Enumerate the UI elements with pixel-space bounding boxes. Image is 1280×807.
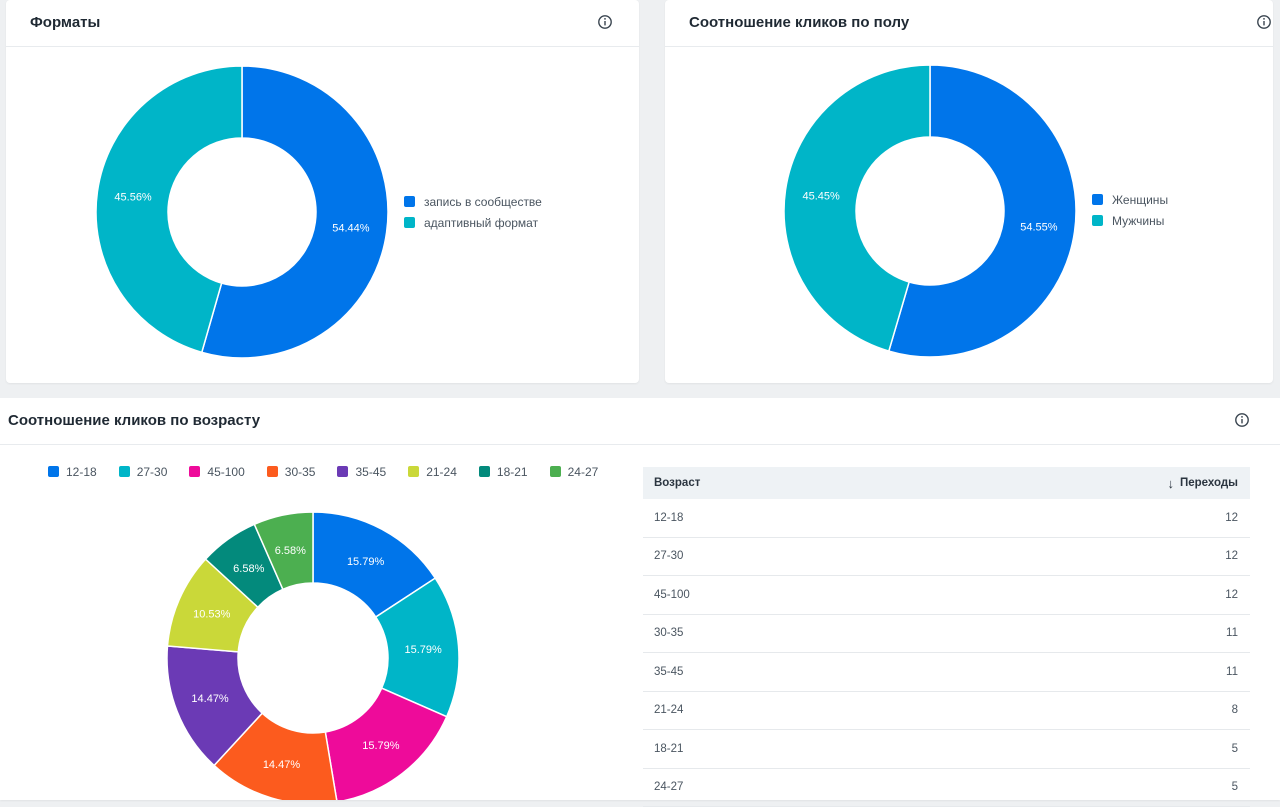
cell-clicks: 5 xyxy=(1232,743,1250,755)
legend-swatch xyxy=(404,217,415,228)
legend-item[interactable]: 35-45 xyxy=(337,461,386,482)
card-title: Форматы xyxy=(30,14,100,31)
legend-item[interactable]: 18-21 xyxy=(479,461,528,482)
formats-donut-chart: 54.44% 45.56% xyxy=(92,62,392,362)
legend-swatch xyxy=(119,466,130,477)
slice-label: 6.58% xyxy=(233,563,264,575)
legend-item[interactable]: адаптивный формат xyxy=(404,212,542,233)
legend-label: запись в сообществе xyxy=(424,195,542,209)
cell-age: 18-21 xyxy=(643,743,1232,755)
legend-item[interactable]: 27-30 xyxy=(119,461,168,482)
legend-swatch xyxy=(189,466,200,477)
legend-label: 12-18 xyxy=(66,465,97,479)
cell-clicks: 11 xyxy=(1226,627,1250,639)
column-header-age[interactable]: Возраст xyxy=(643,477,1167,489)
cell-age: 45-100 xyxy=(643,589,1225,601)
legend-swatch xyxy=(48,466,59,477)
arrow-down-icon: ↓ xyxy=(1167,476,1174,491)
legend-swatch xyxy=(550,466,561,477)
cell-clicks: 12 xyxy=(1225,550,1250,562)
legend-item[interactable]: 30-35 xyxy=(267,461,316,482)
card-title: Соотношение кликов по полу xyxy=(689,14,909,31)
legend-label: Женщины xyxy=(1112,193,1168,207)
cell-clicks: 8 xyxy=(1232,704,1250,716)
card-header: Соотношение кликов по полу xyxy=(665,0,1273,47)
legend-item[interactable]: 12-18 xyxy=(48,461,97,482)
cell-age: 12-18 xyxy=(643,512,1225,524)
legend-label: 45-100 xyxy=(207,465,244,479)
legend-label: адаптивный формат xyxy=(424,216,538,230)
legend-label: 21-24 xyxy=(426,465,457,479)
slice-label: 54.44% xyxy=(332,222,370,234)
slice-label: 45.56% xyxy=(114,192,152,204)
slice-label: 6.58% xyxy=(275,545,306,557)
info-icon[interactable] xyxy=(1234,412,1250,428)
legend-label: 35-45 xyxy=(355,465,386,479)
slice-label: 45.45% xyxy=(802,190,840,202)
cell-age: 21-24 xyxy=(643,704,1232,716)
legend-swatch xyxy=(408,466,419,477)
cell-clicks: 12 xyxy=(1225,589,1250,601)
cell-age: 24-27 xyxy=(643,781,1232,793)
info-icon[interactable] xyxy=(1256,14,1272,30)
card-header: Форматы xyxy=(6,0,639,47)
cell-age: 35-45 xyxy=(643,666,1226,678)
card-header: Соотношение кликов по возрасту xyxy=(0,398,1280,445)
slice-label: 54.55% xyxy=(1020,222,1058,234)
legend-swatch xyxy=(1092,194,1103,205)
legend-label: 30-35 xyxy=(285,465,316,479)
legend-item[interactable]: запись в сообществе xyxy=(404,191,542,212)
cell-clicks: 5 xyxy=(1232,781,1250,793)
legend-label: 18-21 xyxy=(497,465,528,479)
formats-card: Форматы 54.44% 45.56% запись в сообществе… xyxy=(6,0,639,383)
legend-swatch xyxy=(479,466,490,477)
cell-age: 30-35 xyxy=(643,627,1226,639)
formats-legend: запись в сообществе адаптивный формат xyxy=(404,191,542,233)
slice-label: 15.79% xyxy=(404,644,442,656)
gender-card: Соотношение кликов по полу 54.55%45.45% … xyxy=(665,0,1273,383)
legend-label: 27-30 xyxy=(137,465,168,479)
legend-item[interactable]: 21-24 xyxy=(408,461,457,482)
slice-label: 10.53% xyxy=(193,609,231,621)
slice-label: 14.47% xyxy=(263,759,301,771)
legend-swatch xyxy=(1092,215,1103,226)
card-title: Соотношение кликов по возрасту xyxy=(8,412,260,429)
age-donut-chart: 15.79% 15.79% 15.79% 14.47% 14.47% 10.53% 6.58… xyxy=(156,501,470,800)
gender-donut-chart: 54.55% 45.45% xyxy=(780,61,1080,361)
slice-label: 15.79% xyxy=(347,556,385,568)
legend-item[interactable]: 24-27 xyxy=(550,461,599,482)
column-header-clicks-label: Переходы xyxy=(1180,477,1238,489)
legend-item[interactable]: Мужчины xyxy=(1092,210,1168,231)
cell-age: 27-30 xyxy=(643,550,1225,562)
info-icon[interactable] xyxy=(597,14,613,30)
legend-swatch xyxy=(404,196,415,207)
legend-label: 24-27 xyxy=(568,465,599,479)
cell-clicks: 12 xyxy=(1225,512,1250,524)
gender-legend: Женщины Мужчины xyxy=(1092,189,1168,231)
legend-label: Мужчины xyxy=(1112,214,1164,228)
age-legend: 12-18 27-30 45-100 30-35 35-45 21-24 18-21 24-2… xyxy=(48,461,620,482)
legend-swatch xyxy=(267,466,278,477)
cell-clicks: 11 xyxy=(1226,666,1250,678)
legend-swatch xyxy=(337,466,348,477)
legend-item[interactable]: 45-100 xyxy=(189,461,244,482)
slice-label: 15.79% xyxy=(362,740,400,752)
table-header: Возраст ↓ Переходы xyxy=(643,467,1250,499)
legend-item[interactable]: Женщины xyxy=(1092,189,1168,210)
column-header-clicks[interactable]: ↓ Переходы xyxy=(1167,476,1250,491)
slice-label: 14.47% xyxy=(191,693,229,705)
